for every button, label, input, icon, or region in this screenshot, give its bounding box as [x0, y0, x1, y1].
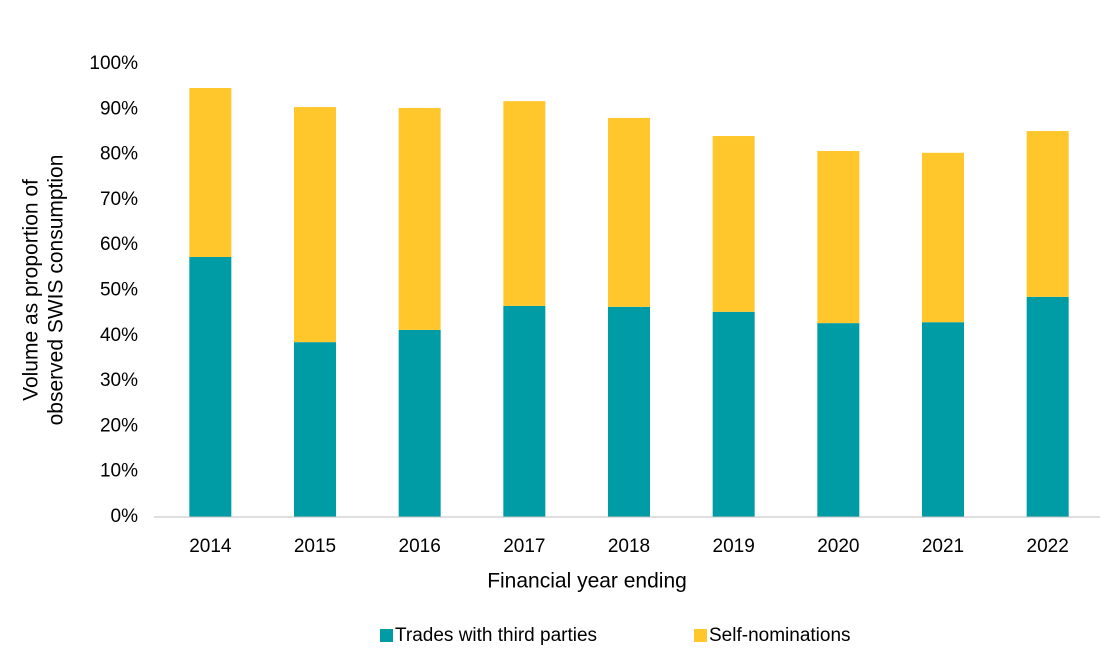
bar-segment [503, 305, 546, 517]
y-axis-title-line: Volume as proportion of [20, 179, 43, 401]
bar-segment [817, 323, 860, 517]
x-tick-label: 2017 [503, 536, 545, 557]
bar-segment [398, 107, 441, 330]
bar-segment [922, 152, 964, 323]
y-tick-label: 40% [100, 325, 138, 346]
bar-segment [608, 117, 650, 307]
y-tick-label: 0% [111, 506, 139, 527]
y-axis-title: Volume as proportion of observed SWIS co… [20, 155, 68, 426]
y-tick-label: 100% [89, 53, 138, 74]
x-tick-label: 2018 [608, 536, 650, 557]
legend-label: Self-nominations [709, 625, 851, 646]
x-tick-label: 2021 [922, 536, 964, 557]
y-tick-label: 90% [100, 98, 138, 119]
bar-segment [712, 136, 755, 312]
bar-segment [294, 107, 336, 343]
bar-segment [398, 329, 441, 517]
x-tick-label: 2020 [817, 536, 859, 557]
y-tick-label: 30% [100, 370, 138, 391]
y-tick-label: 70% [100, 189, 138, 210]
bar-segment [1026, 296, 1069, 517]
bar-segment [503, 101, 546, 306]
bar-segment [189, 88, 232, 257]
x-tick-label: 2014 [189, 536, 232, 557]
bar-segment [294, 342, 336, 517]
bar-segment [1026, 131, 1069, 297]
y-tick-label: 60% [100, 234, 138, 255]
y-tick-label: 80% [100, 144, 138, 165]
x-tick-label: 2016 [399, 536, 441, 557]
bar-segment [817, 150, 860, 324]
legend-swatch [380, 629, 393, 642]
x-tick-label: 2015 [294, 536, 336, 557]
y-tick-label: 20% [100, 415, 138, 436]
y-axis-title-line: observed SWIS consumption [45, 155, 68, 426]
bar-segment [608, 306, 650, 517]
bar-segment [712, 311, 755, 517]
y-tick-label: 50% [100, 280, 138, 301]
bar-segment [189, 256, 232, 517]
x-axis-title: Financial year ending [487, 570, 687, 593]
legend-label: Trades with third parties [395, 625, 597, 646]
legend-swatch [694, 629, 707, 642]
x-tick-label: 2019 [713, 536, 755, 557]
x-tick-label: 2022 [1027, 536, 1069, 557]
bar-segment [922, 322, 964, 517]
y-tick-label: 10% [100, 461, 138, 482]
